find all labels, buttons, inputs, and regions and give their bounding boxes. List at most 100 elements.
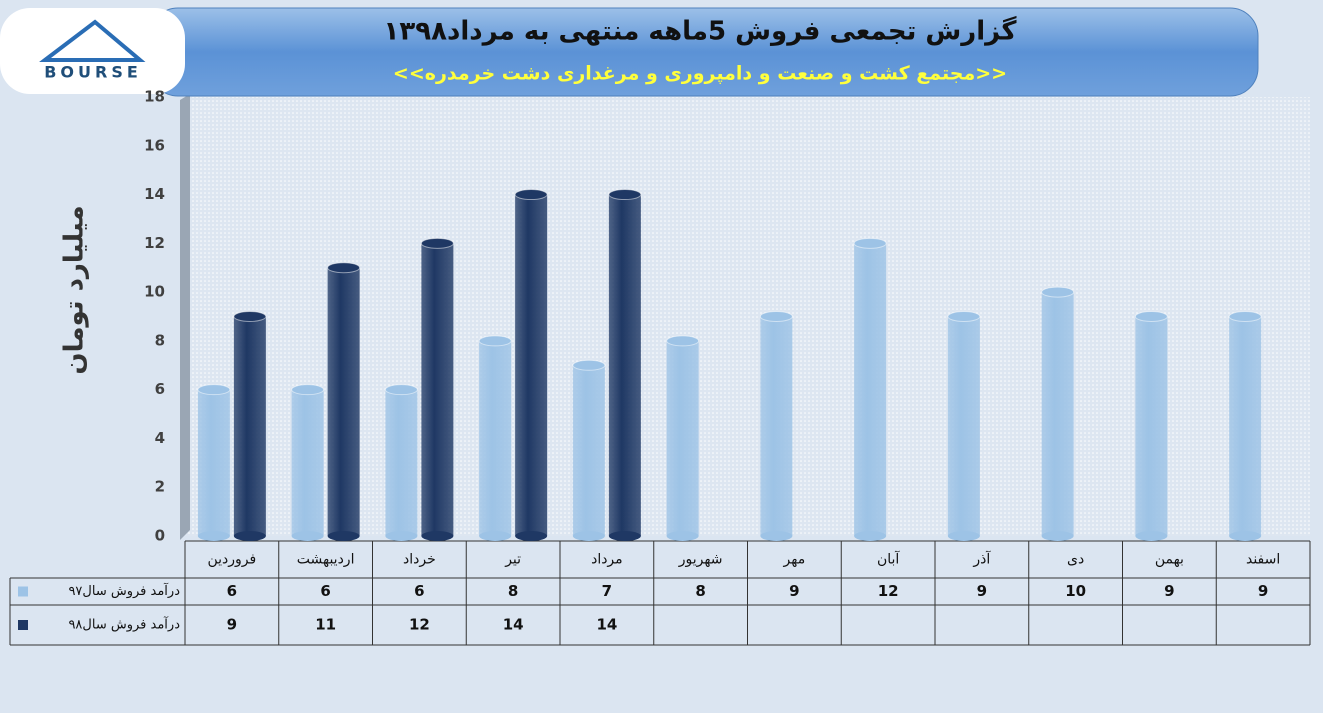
bar-cap xyxy=(1041,286,1075,298)
bar xyxy=(854,243,887,537)
bar-cap xyxy=(1228,311,1262,322)
logo-text: BOURSE xyxy=(44,63,142,82)
data-table: فروردین اردیبهشت خرداد تیر مرداد شهریور مهر آبا… xyxy=(9,540,1311,646)
bar-base xyxy=(1041,531,1074,541)
chart-subtitle: <<مجتمع کشت و صنعت و دامپروری و مرغداری … xyxy=(393,63,1007,85)
y-tick-label: 16 xyxy=(144,136,165,154)
bar-base xyxy=(947,531,980,541)
x-tick-label: اسفند xyxy=(1246,552,1280,568)
bar-cap xyxy=(514,189,548,201)
data-label: 12 xyxy=(878,582,899,600)
chart-title: گزارش تجمعی فروش 5ماهه منتهی به مرداد۱۳۹… xyxy=(384,16,1018,47)
data-label: 8 xyxy=(508,582,518,600)
legend-swatch xyxy=(18,620,28,630)
x-tick-label: اردیبهشت xyxy=(297,552,355,568)
bar-base xyxy=(572,531,605,541)
y-tick-label: 0 xyxy=(155,527,165,545)
y-tick-label: 18 xyxy=(144,88,165,106)
y-tick-label: 4 xyxy=(155,429,165,447)
y-tick-label: 6 xyxy=(155,380,165,398)
y-tick-label: 10 xyxy=(144,283,165,301)
x-tick-label: شهریور xyxy=(678,552,723,568)
bar-cap xyxy=(384,384,418,396)
logo-icon xyxy=(39,19,146,62)
y-axis-label: میلیارد تومان xyxy=(60,205,90,374)
bar-cap xyxy=(947,311,981,322)
data-label: 6 xyxy=(320,582,330,600)
axis-wall xyxy=(180,94,190,540)
bar-base xyxy=(854,531,887,541)
bar-base xyxy=(421,531,454,541)
bar-cap xyxy=(420,237,454,249)
data-label: 9 xyxy=(1258,582,1268,600)
x-tick-label: تیر xyxy=(504,552,521,568)
bar xyxy=(1135,316,1168,536)
data-label: 10 xyxy=(1065,582,1086,600)
data-label: 11 xyxy=(315,616,336,634)
bar xyxy=(421,243,454,537)
bar xyxy=(233,316,266,536)
x-tick-label: خرداد xyxy=(403,552,436,568)
bar-cap xyxy=(327,262,361,274)
bar xyxy=(515,194,548,537)
data-label: 9 xyxy=(789,582,799,600)
data-label: 9 xyxy=(1164,582,1174,600)
logo-box xyxy=(0,8,185,94)
bar-base xyxy=(291,531,324,541)
data-label: 8 xyxy=(695,582,705,600)
bar xyxy=(572,365,605,536)
bar-cap xyxy=(1134,311,1168,322)
legend-swatch xyxy=(18,586,28,597)
bar-base xyxy=(515,531,548,541)
bar xyxy=(327,267,360,536)
data-label: 6 xyxy=(414,582,424,600)
bar-base xyxy=(666,531,699,541)
bar-base xyxy=(233,531,266,541)
bar-cap xyxy=(572,359,606,371)
bar-base xyxy=(1135,531,1168,541)
x-tick-label: بهمن xyxy=(1155,552,1184,568)
bar-base xyxy=(760,531,793,541)
bar-base xyxy=(197,531,230,541)
bar-cap xyxy=(608,189,642,201)
bar xyxy=(291,389,324,536)
x-tick-label: دی xyxy=(1067,552,1084,568)
bar-cap xyxy=(197,384,231,396)
bar-cap xyxy=(666,335,700,347)
bar-cap xyxy=(853,237,887,249)
legend-label: درآمد فروش سال۹۸ xyxy=(68,616,180,633)
bar-cap xyxy=(233,311,267,322)
bar-base xyxy=(385,531,418,541)
bar-cap xyxy=(291,384,325,396)
bar xyxy=(385,389,418,536)
bar-cap xyxy=(478,335,512,347)
y-tick-label: 14 xyxy=(144,185,165,203)
x-tick-label: آبان xyxy=(877,551,900,568)
bar-cap xyxy=(759,311,793,322)
data-label: 14 xyxy=(503,616,524,634)
bar-base xyxy=(1229,531,1262,541)
bar xyxy=(1041,292,1074,536)
x-tick-label: مهر xyxy=(783,552,806,568)
legend-label: درآمد فروش سال۹۷ xyxy=(68,582,180,599)
x-tick-label: آذر xyxy=(972,551,991,568)
bar-base xyxy=(608,531,641,541)
data-label: 7 xyxy=(602,582,612,600)
y-tick-label: 8 xyxy=(155,331,165,349)
data-label: 9 xyxy=(227,616,237,634)
y-tick-label: 12 xyxy=(144,234,165,252)
data-label: 12 xyxy=(409,616,430,634)
plot-area xyxy=(185,97,1310,536)
data-label: 14 xyxy=(596,616,617,634)
data-label: 6 xyxy=(227,582,237,600)
bar-base xyxy=(479,531,512,541)
bar xyxy=(760,316,793,536)
data-label: 9 xyxy=(977,582,987,600)
y-tick-label: 2 xyxy=(155,478,165,496)
bar xyxy=(666,340,699,536)
x-tick-label: فروردین xyxy=(208,552,257,568)
bar xyxy=(1229,316,1262,536)
bar-base xyxy=(327,531,360,541)
bar xyxy=(608,194,641,537)
